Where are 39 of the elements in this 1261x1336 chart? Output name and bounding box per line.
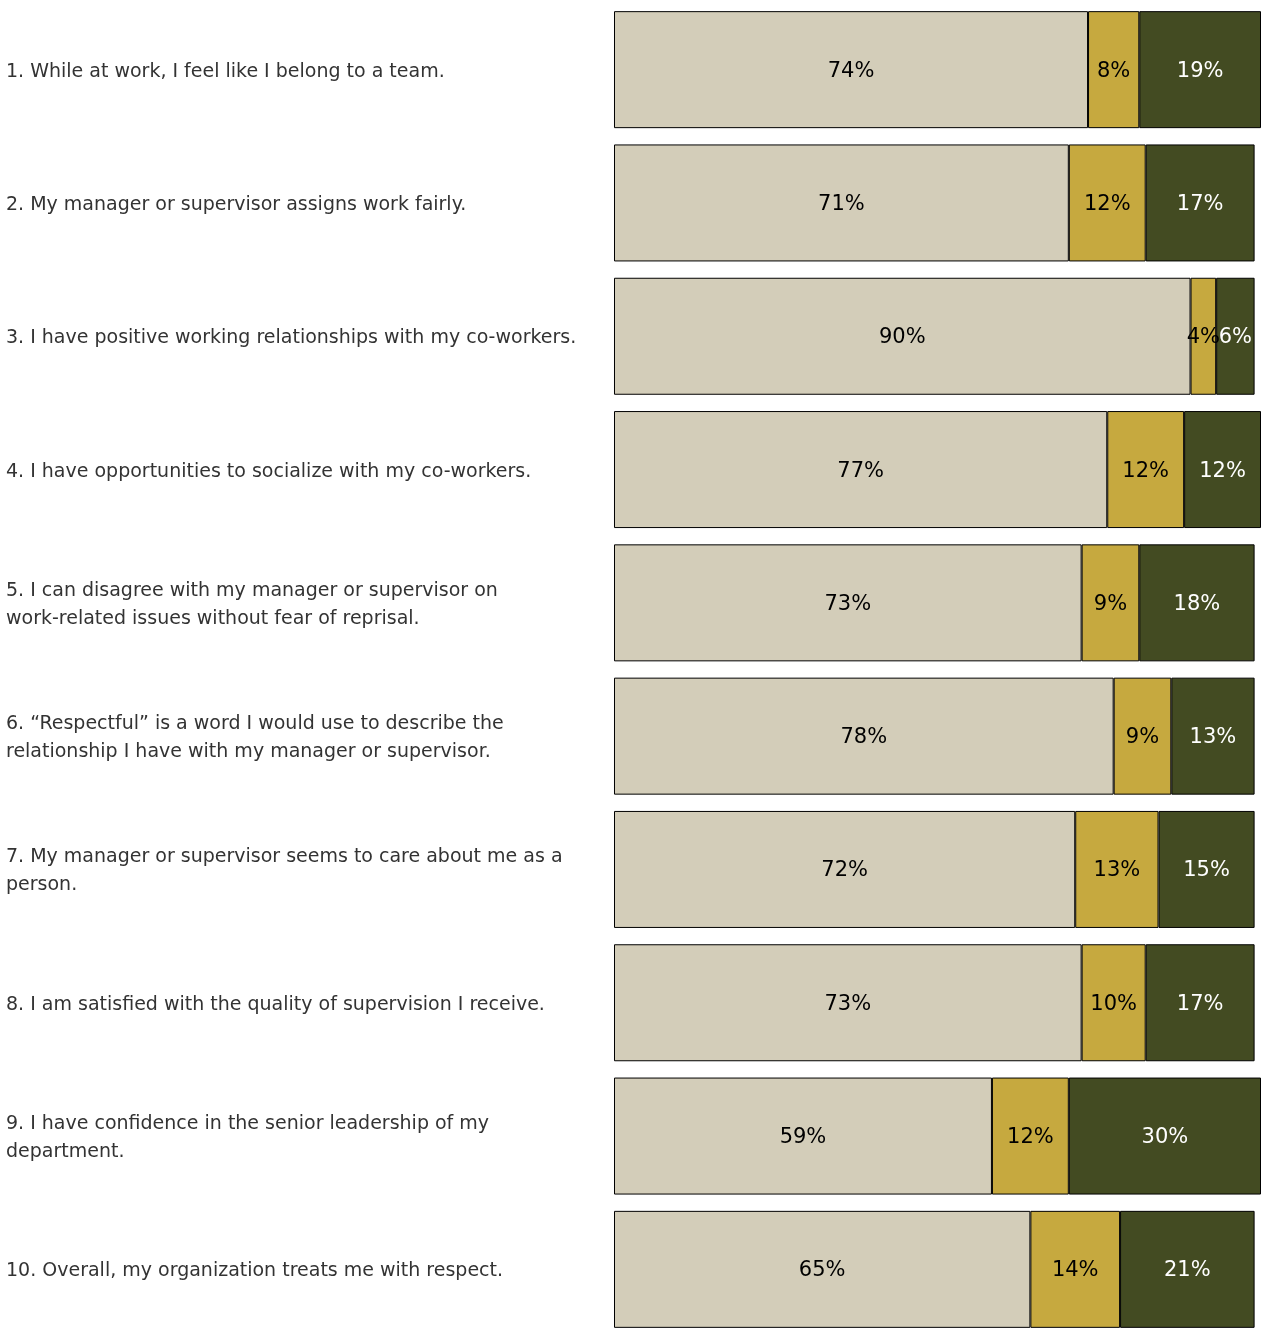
data-label: 12% bbox=[1122, 457, 1170, 482]
data-label: 21% bbox=[1163, 1257, 1211, 1282]
data-label: 15% bbox=[1183, 857, 1230, 882]
y-tick-label: 5. I can disagree with my manager or supervisor on work-related issues without fear of reprisal. bbox=[6, 577, 504, 628]
data-label: 12% bbox=[1007, 1124, 1054, 1149]
data-label: 74% bbox=[827, 57, 875, 82]
y-tick-label: 2. My manager or supervisor assigns work fairly. bbox=[6, 191, 467, 214]
y-tick-label: 8. I am satisfied with the quality of supervision I receive. bbox=[6, 991, 545, 1014]
data-label: 12% bbox=[1199, 457, 1246, 482]
y-tick-label: 1. While at work, I feel like I belong to a team. bbox=[6, 58, 445, 81]
data-label: 17% bbox=[1176, 990, 1224, 1015]
data-label: 90% bbox=[878, 324, 926, 349]
y-tick-label: 7. My manager or supervisor seems to care about me as a person. bbox=[6, 844, 569, 895]
data-label: 30% bbox=[1141, 1124, 1189, 1149]
data-label: 73% bbox=[824, 590, 872, 615]
data-label: 9% bbox=[1093, 590, 1128, 615]
data-label: 9% bbox=[1125, 724, 1160, 749]
y-tick-label: 10. Overall, my organization treats me with respect. bbox=[6, 1258, 504, 1281]
data-label: 17% bbox=[1176, 190, 1224, 215]
y-tick-label: 3. I have positive working relationships with my co-workers. bbox=[6, 325, 577, 348]
y-tick-label: 9. I have confidence in the senior leadership of my department. bbox=[6, 1111, 496, 1162]
data-label: 71% bbox=[818, 190, 865, 215]
data-label: 65% bbox=[798, 1257, 846, 1282]
data-label: 10% bbox=[1090, 990, 1138, 1015]
data-label: 78% bbox=[840, 724, 888, 749]
data-label: 59% bbox=[779, 1124, 827, 1149]
data-label: 73% bbox=[824, 990, 872, 1015]
data-label: 6% bbox=[1218, 324, 1253, 349]
data-label: 14% bbox=[1051, 1257, 1099, 1282]
data-label: 8% bbox=[1097, 57, 1131, 82]
data-label: 19% bbox=[1176, 57, 1224, 82]
data-label: 13% bbox=[1093, 857, 1141, 882]
data-label: 18% bbox=[1173, 590, 1221, 615]
data-label: 77% bbox=[837, 457, 884, 482]
data-label: 12% bbox=[1083, 190, 1131, 215]
data-label: 72% bbox=[821, 857, 868, 882]
data-label: 13% bbox=[1189, 724, 1237, 749]
y-tick-label: 4. I have opportunities to socialize with my co-workers. bbox=[6, 458, 532, 481]
y-tick-label: 6. “Respectful” is a word I would use to describe the relationship I have with my manager or supervisor. bbox=[6, 711, 510, 762]
